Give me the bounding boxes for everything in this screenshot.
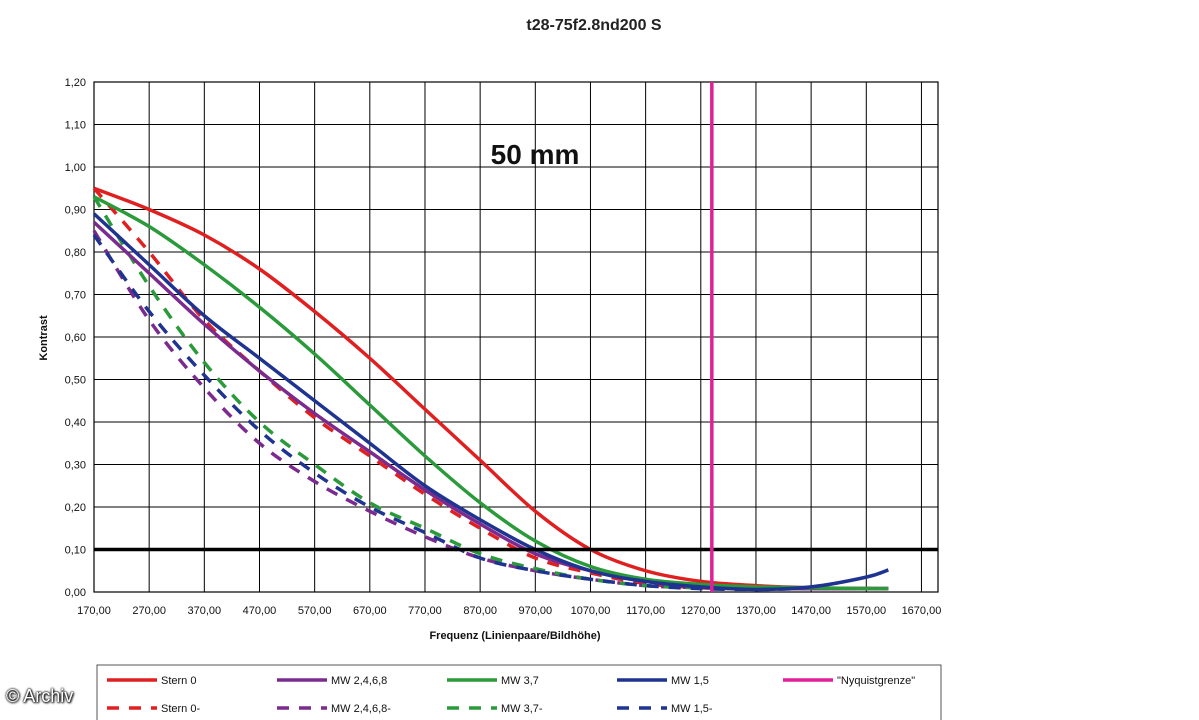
x-tick-label: 1070,00	[571, 605, 611, 617]
y-tick-label: 0,60	[65, 332, 86, 344]
legend-label: MW 2,4,6,8	[331, 675, 387, 687]
x-tick-label: 870,00	[463, 605, 497, 617]
y-tick-label: 0,10	[65, 545, 86, 557]
y-tick-label: 0,90	[65, 205, 86, 217]
legend-label: MW 3,7	[501, 675, 539, 687]
x-tick-label: 1170,00	[626, 605, 665, 617]
x-tick-label: 770,00	[408, 605, 442, 617]
x-tick-label: 670,00	[353, 605, 387, 617]
y-tick-label: 0,00	[65, 587, 86, 599]
x-tick-label: 1370,00	[736, 605, 776, 617]
legend-label: Stern 0-	[161, 703, 200, 715]
series-lines	[92, 82, 938, 592]
y-tick-label: 1,10	[65, 120, 86, 132]
y-axis-label: Kontrast	[38, 315, 50, 361]
x-tick-label: 170,00	[77, 605, 111, 617]
legend-label: "Nyquistgrenze"	[837, 675, 915, 687]
legend-label: MW 1,5-	[671, 703, 713, 715]
x-axis-label: Frequenz (Linienpaare/Bildhöhe)	[429, 630, 600, 642]
y-tick-label: 1,20	[65, 77, 86, 89]
x-tick-label: 970,00	[518, 605, 552, 617]
x-tick-label: 370,00	[187, 605, 221, 617]
plot-frame	[93, 81, 939, 593]
x-tick-label: 1570,00	[846, 605, 886, 617]
series-line-mw-3-7	[93, 195, 889, 591]
y-tick-label: 0,80	[65, 247, 86, 259]
legend-label: MW 2,4,6,8-	[331, 703, 391, 715]
y-tick-label: 0,30	[65, 460, 86, 472]
chart-title: t28-75f2.8nd200 S	[526, 17, 662, 34]
x-axis-ticks: 170,00 270,00 370,00 470,00 570,00 670,00 770,…	[77, 605, 941, 617]
y-tick-label: 0,70	[65, 290, 86, 302]
plot-border	[93, 81, 939, 593]
series-line-mw-3-7-dashed	[92, 195, 889, 591]
series-line-mw-1-5-dashed	[92, 233, 889, 592]
y-tick-label: 0,20	[65, 502, 86, 514]
watermark: © Archiv	[6, 686, 74, 706]
x-tick-label: 570,00	[298, 605, 332, 617]
legend-label: Stern 0	[161, 675, 196, 687]
y-axis-ticks: 0,00 0,10 0,20 0,30 0,40 0,50 0,60 0,70 0,80 0,90…	[65, 77, 86, 599]
series-line-mw-1-5	[92, 212, 889, 592]
legend-label: MW 1,5	[671, 675, 709, 687]
x-tick-label: 1470,00	[791, 605, 831, 617]
x-tick-label: 1270,00	[681, 605, 721, 617]
x-tick-label: 270,00	[132, 605, 166, 617]
legend-label: MW 3,7-	[501, 703, 543, 715]
focal-length-annotation: 50 mm	[491, 139, 580, 170]
legend-box	[96, 664, 942, 720]
y-tick-label: 0,40	[65, 417, 86, 429]
legend: Stern 0 MW 2,4,6,8 MW 3,7 MW 1,5 "Nyquistgre…	[96, 664, 942, 720]
y-tick-label: 1,00	[65, 162, 86, 174]
y-tick-label: 0,50	[65, 375, 86, 387]
x-tick-label: 470,00	[243, 605, 277, 617]
x-tick-label: 1670,00	[902, 605, 942, 617]
